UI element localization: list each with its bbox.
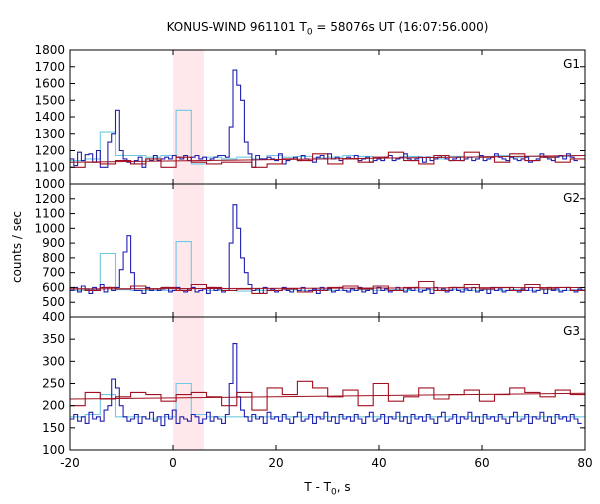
y-tick-label: 1300 — [34, 127, 65, 141]
y-tick-label: 700 — [42, 266, 65, 280]
y-tick-label: 900 — [42, 236, 65, 250]
y-tick-label: 350 — [42, 332, 65, 346]
y-tick-label: 1100 — [34, 160, 65, 174]
y-tick-label: 1400 — [34, 110, 65, 124]
x-tick-label: 20 — [268, 456, 283, 470]
y-tick-label: 150 — [42, 421, 65, 435]
highlight-band — [173, 184, 204, 317]
y-tick-label: 800 — [42, 251, 65, 265]
x-tick-label: -20 — [60, 456, 80, 470]
x-tick-label: 80 — [577, 456, 592, 470]
y-tick-label: 1200 — [34, 144, 65, 158]
panel-frame — [69, 183, 586, 318]
panel-label-g1: G1 — [563, 57, 580, 71]
series-light-step — [70, 241, 585, 292]
y-tick-label: 300 — [42, 354, 65, 368]
x-axis-label: T - T0, s — [304, 480, 351, 498]
y-tick-label: 200 — [42, 399, 65, 413]
y-tick-label: 1000 — [34, 177, 65, 191]
series-red-step — [70, 151, 585, 168]
y-tick-label: 1800 — [34, 43, 65, 57]
y-tick-label: 500 — [42, 295, 65, 309]
x-tick-label: 60 — [474, 456, 489, 470]
y-tick-label: 1700 — [34, 60, 65, 74]
series-dark-step — [70, 204, 585, 294]
chart-title: KONUS-WIND 961101 T0 = 58076s UT (16:07:… — [166, 20, 489, 38]
background-fit-line — [69, 155, 586, 163]
x-tick-label: 0 — [169, 456, 177, 470]
y-tick-label: 1500 — [34, 93, 65, 107]
y-tick-label: 1600 — [34, 77, 65, 91]
y-tick-label: 100 — [42, 443, 65, 457]
series-red-step — [70, 380, 585, 411]
panel-label-g2: G2 — [563, 191, 580, 205]
background-fit-line — [69, 392, 586, 400]
panel-frame — [69, 316, 586, 451]
y-tick-label: 1200 — [34, 192, 65, 206]
y-axis-label: counts / sec — [10, 211, 24, 284]
y-tick-label: 1100 — [34, 207, 65, 221]
panel-label-g3: G3 — [563, 324, 580, 338]
x-tick-label: 40 — [371, 456, 386, 470]
background-fit-line — [69, 286, 586, 290]
y-tick-label: 400 — [42, 310, 65, 324]
y-tick-label: 600 — [42, 280, 65, 294]
y-tick-label: 250 — [42, 377, 65, 391]
series-dark-step — [70, 343, 582, 427]
series-dark-step — [70, 69, 578, 168]
y-tick-label: 1000 — [34, 221, 65, 235]
